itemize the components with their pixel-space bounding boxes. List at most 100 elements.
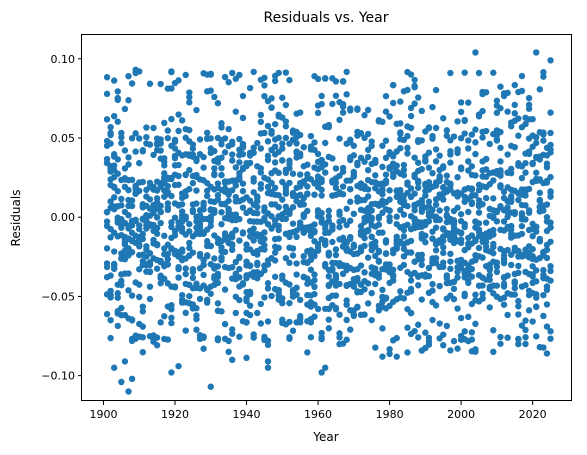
data-point: [529, 245, 536, 253]
data-point: [103, 245, 111, 252]
data-point: [293, 260, 300, 267]
data-point: [232, 226, 239, 234]
data-point: [518, 72, 526, 80]
data-point: [529, 115, 536, 123]
data-point: [118, 224, 125, 231]
data-point: [511, 291, 518, 298]
data-point: [479, 290, 486, 297]
data-point: [479, 134, 486, 141]
data-point: [540, 291, 547, 299]
data-point: [110, 260, 118, 268]
data-point: [468, 329, 476, 336]
data-point: [107, 129, 114, 137]
data-point: [304, 190, 311, 197]
data-point: [479, 107, 486, 115]
data-point: [429, 135, 436, 142]
data-point: [271, 120, 279, 128]
data-point: [443, 322, 451, 330]
data-point: [457, 99, 465, 106]
data-point: [425, 272, 433, 280]
data-point: [389, 273, 397, 280]
data-point: [515, 269, 522, 276]
data-point: [350, 311, 358, 318]
data-point: [114, 170, 121, 177]
data-point: [175, 181, 182, 188]
data-point: [161, 119, 168, 127]
data-point: [418, 261, 425, 269]
data-point: [357, 262, 365, 269]
data-point: [457, 239, 465, 247]
data-point: [443, 132, 451, 139]
data-point: [239, 150, 247, 158]
data-point: [103, 310, 111, 318]
data-point: [540, 73, 547, 80]
data-point: [543, 214, 551, 221]
y-tick-label: 0.05: [51, 132, 76, 145]
data-point: [415, 177, 422, 185]
data-point: [375, 274, 383, 281]
data-point: [432, 146, 440, 153]
data-point: [368, 233, 375, 240]
data-point: [182, 265, 189, 272]
data-point: [547, 238, 554, 245]
data-point: [311, 313, 318, 320]
data-point: [264, 337, 272, 344]
data-point: [382, 295, 390, 302]
data-point: [472, 320, 479, 328]
data-point: [114, 187, 121, 195]
data-point: [318, 335, 325, 343]
data-point: [389, 99, 397, 107]
data-point: [128, 176, 136, 184]
data-point: [361, 269, 368, 276]
data-point: [440, 163, 447, 170]
data-point: [279, 295, 286, 302]
data-point: [504, 272, 511, 279]
data-point: [193, 315, 200, 323]
data-point: [246, 84, 254, 92]
data-point: [461, 117, 468, 125]
data-point: [214, 99, 222, 107]
data-point: [279, 300, 286, 307]
data-point: [511, 101, 518, 109]
data-point: [293, 291, 300, 298]
data-point: [168, 223, 175, 231]
data-point: [436, 173, 443, 180]
data-point: [207, 242, 214, 250]
data-point: [400, 172, 408, 179]
data-point: [357, 130, 365, 137]
data-point: [264, 138, 272, 145]
data-point: [407, 237, 415, 245]
data-point: [175, 172, 182, 180]
data-point: [418, 137, 425, 144]
data-point: [386, 207, 393, 214]
data-point: [533, 49, 540, 56]
data-point: [461, 130, 468, 137]
data-point: [103, 208, 111, 216]
data-point: [468, 131, 476, 138]
data-point: [286, 179, 293, 187]
data-point: [357, 222, 365, 230]
data-point: [186, 93, 193, 101]
data-point: [404, 86, 411, 94]
data-point: [168, 115, 175, 123]
data-point: [332, 78, 340, 85]
data-point: [347, 105, 354, 112]
data-point: [121, 147, 129, 154]
data-point: [107, 291, 114, 299]
data-point: [200, 261, 207, 269]
data-point: [486, 276, 493, 283]
data-point: [533, 333, 540, 340]
data-point: [286, 334, 293, 341]
data-point: [350, 152, 358, 159]
data-point: [218, 254, 225, 261]
data-point: [279, 196, 286, 203]
data-point: [332, 246, 340, 253]
data-point: [461, 328, 468, 335]
data-point: [393, 334, 400, 342]
data-point: [318, 192, 325, 199]
data-point: [479, 88, 486, 96]
data-point: [125, 72, 132, 80]
data-point: [547, 141, 554, 149]
data-point: [450, 278, 458, 285]
data-point: [314, 109, 322, 117]
